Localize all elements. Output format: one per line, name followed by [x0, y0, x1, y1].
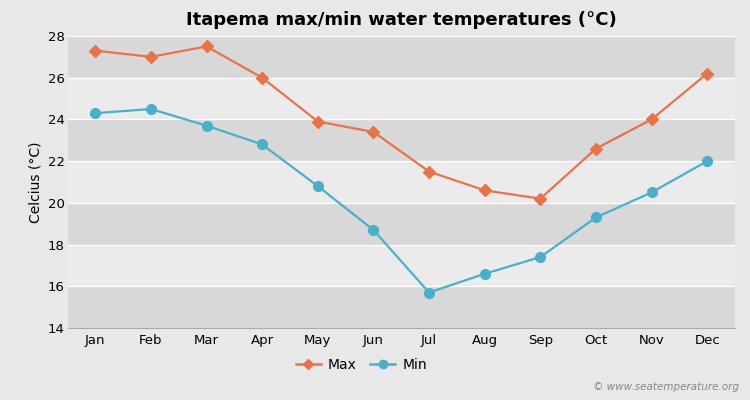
Max	[480, 188, 489, 193]
Min	[424, 290, 433, 295]
Title: Itapema max/min water temperatures (°C): Itapema max/min water temperatures (°C)	[186, 11, 616, 29]
Min	[647, 190, 656, 195]
Max	[703, 71, 712, 76]
Max	[202, 44, 211, 49]
Bar	[68, 286, 735, 328]
Max	[647, 117, 656, 122]
Line: Max: Max	[92, 42, 711, 203]
Min	[91, 111, 100, 116]
Min	[703, 159, 712, 164]
Bar	[68, 244, 735, 286]
Bar	[68, 120, 735, 161]
Min	[258, 142, 267, 147]
Max	[258, 75, 267, 80]
Max	[536, 196, 544, 201]
Max	[592, 146, 601, 151]
Min	[480, 271, 489, 276]
Line: Min: Min	[91, 104, 712, 298]
Legend: Max, Min: Max, Min	[290, 353, 433, 378]
Min	[536, 255, 544, 260]
Bar	[68, 78, 735, 120]
Max	[91, 48, 100, 53]
Min	[369, 228, 378, 232]
Min	[202, 123, 211, 128]
Max	[314, 119, 322, 124]
Bar	[68, 36, 735, 78]
Max	[146, 54, 155, 59]
Min	[314, 184, 322, 188]
Min	[592, 215, 601, 220]
Max	[369, 130, 378, 134]
Max	[424, 169, 433, 174]
Bar	[68, 161, 735, 203]
Y-axis label: Celcius (°C): Celcius (°C)	[28, 141, 42, 223]
Bar	[68, 203, 735, 244]
Min	[146, 106, 155, 111]
Text: © www.seatemperature.org: © www.seatemperature.org	[592, 382, 739, 392]
